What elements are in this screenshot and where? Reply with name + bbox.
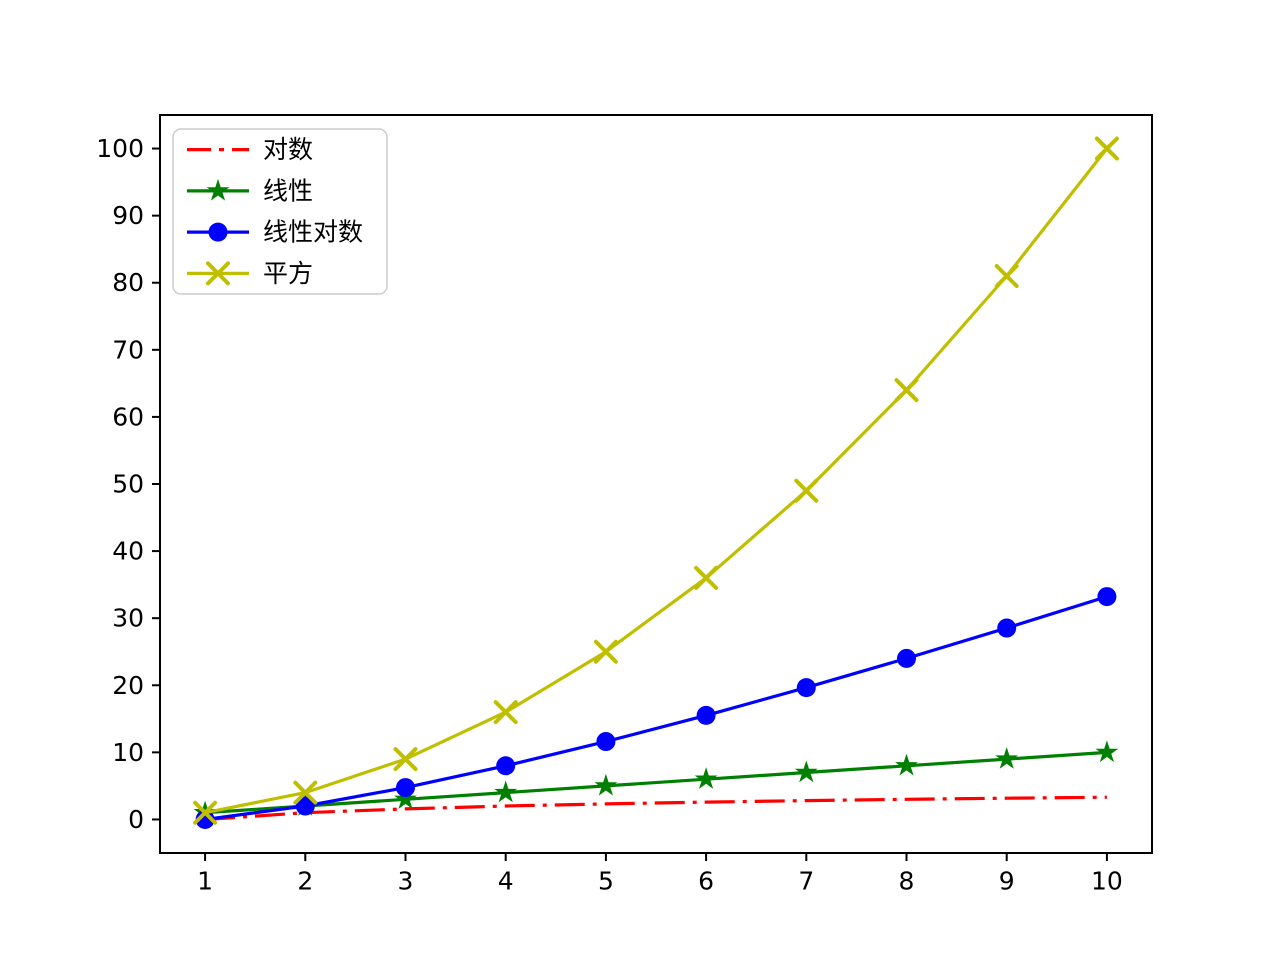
marker-circle-linearlog — [696, 705, 716, 725]
y-tick-label: 10 — [112, 738, 144, 767]
marker-star-linear — [895, 753, 918, 776]
marker-star-linear — [995, 747, 1019, 769]
marker-x-square — [193, 800, 218, 825]
marker-star-linear — [1095, 740, 1119, 763]
y-tick-label: 60 — [112, 402, 144, 431]
legend-label-log: 对数 — [263, 135, 313, 164]
series-linearlog-line — [204, 595, 1108, 822]
legend-box — [172, 128, 388, 295]
y-tick-label: 80 — [112, 268, 144, 297]
series-square-line — [204, 147, 1109, 815]
marker-x-square — [794, 478, 819, 503]
marker-star-linear — [594, 773, 618, 796]
x-tick-label: 3 — [398, 866, 414, 895]
marker-star-linear — [494, 780, 518, 803]
marker-star-linear — [794, 760, 818, 783]
marker-circle-linearlog — [997, 618, 1017, 638]
legend-label-linear: 线性 — [263, 176, 313, 205]
y-tick-label: 100 — [96, 134, 144, 163]
legend-label-linearlog: 线性对数 — [263, 218, 363, 247]
series-linear-line — [204, 750, 1108, 815]
marker-circle-linearlog — [496, 756, 516, 776]
marker-circle-linearlog — [295, 796, 315, 816]
y-tick-label: 20 — [112, 671, 144, 700]
y-tick-label: 30 — [112, 604, 144, 633]
marker-x-square — [994, 264, 1019, 289]
x-tick-label: 10 — [1091, 866, 1123, 895]
marker-star-linear — [694, 767, 718, 789]
marker-x-square — [593, 639, 618, 664]
y-tick-label: 70 — [112, 335, 144, 364]
y-tick-label: 90 — [112, 201, 144, 230]
x-tick-label: 7 — [798, 866, 814, 895]
marker-circle-linearlog — [897, 648, 917, 668]
marker-circle-linearlog — [395, 778, 415, 798]
marker-circle-linearlog — [796, 678, 816, 698]
marker-star-linear — [394, 787, 417, 809]
marker-x-square — [493, 700, 518, 725]
marker-x-square — [694, 565, 719, 590]
y-tick-label: 50 — [112, 470, 144, 499]
marker-circle-linearlog — [596, 732, 616, 752]
x-tick-label: 4 — [498, 866, 514, 895]
marker-x-square — [1094, 136, 1119, 161]
marker-x-square — [894, 378, 919, 403]
x-tick-label: 9 — [999, 866, 1015, 895]
y-tick-label: 0 — [128, 805, 144, 834]
marker-x-legend-square — [206, 261, 230, 286]
marker-x-square — [293, 780, 318, 805]
marker-x-square — [393, 747, 418, 772]
marker-circle-legend-linearlog — [208, 222, 228, 242]
marker-star-legend-linear — [206, 178, 230, 201]
x-tick-label: 5 — [598, 866, 614, 895]
y-tick-label: 40 — [112, 537, 144, 566]
x-tick-label: 8 — [899, 866, 915, 895]
x-tick-label: 2 — [297, 866, 313, 895]
x-tick-label: 1 — [197, 866, 213, 895]
x-tick-label: 6 — [698, 866, 714, 895]
series-log-line — [204, 795, 1107, 822]
legend-label-square: 平方 — [263, 259, 313, 288]
marker-circle-linearlog — [1097, 587, 1117, 607]
axes-frame — [159, 114, 1153, 854]
